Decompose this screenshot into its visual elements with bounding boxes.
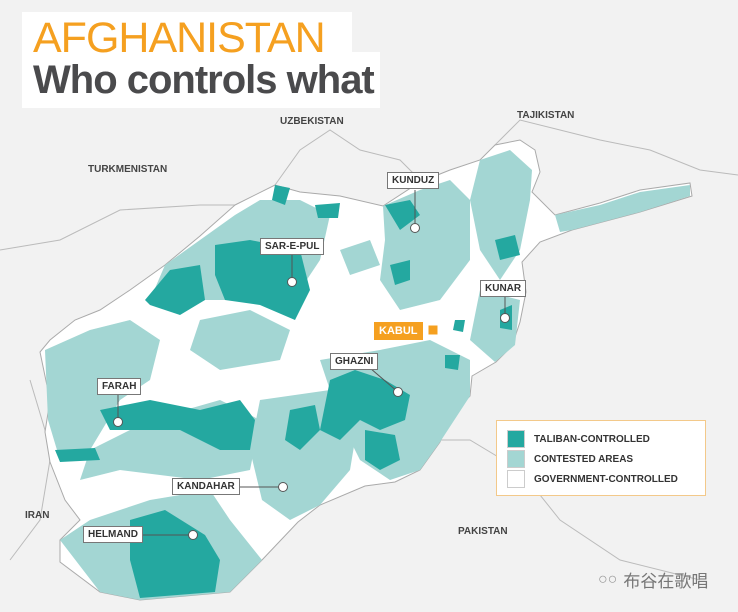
legend-item-government: GOVERNMENT-CONTROLLED — [507, 470, 678, 488]
kabul-marker — [428, 325, 438, 335]
watermark-text: 布谷在歌唱 — [623, 572, 709, 591]
legend-swatch — [507, 430, 525, 448]
ghazni-marker — [393, 387, 403, 397]
helmand-marker — [188, 530, 198, 540]
country-label-tajikistan: TAJIKISTAN — [517, 110, 575, 121]
kunar-marker — [500, 313, 510, 323]
kunduz-marker — [410, 223, 420, 233]
legend-swatch — [507, 470, 525, 488]
watermark: ○○ 布谷在歌唱 — [598, 567, 708, 592]
legend-item-taliban: TALIBAN-CONTROLLED — [507, 430, 650, 448]
legend-label: GOVERNMENT-CONTROLLED — [534, 473, 678, 485]
map-subtitle: Who controls what — [33, 58, 375, 102]
country-label-iran: IRAN — [25, 510, 50, 521]
sar-e-pul-marker — [287, 277, 297, 287]
city-label-kunduz: KUNDUZ — [387, 172, 440, 189]
city-label-kandahar: KANDAHAR — [172, 478, 240, 495]
city-markers — [113, 223, 510, 540]
legend-item-contested: CONTESTED AREAS — [507, 450, 633, 468]
legend: TALIBAN-CONTROLLED CONTESTED AREAS GOVER… — [496, 420, 706, 496]
city-label-kunar: KUNAR — [480, 280, 527, 297]
city-label-ghazni: GHAZNI — [330, 353, 379, 370]
title-background — [22, 12, 352, 58]
legend-swatch — [507, 450, 525, 468]
farah-marker — [113, 417, 123, 427]
taliban-controlled-areas — [55, 185, 520, 598]
country-label-pakistan: PAKISTAN — [458, 526, 508, 537]
map-title: AFGHANISTAN — [33, 14, 326, 62]
city-label-helmand: HELMAND — [83, 526, 143, 543]
city-label-sar-e-pul: SAR-E-PUL — [260, 238, 325, 255]
legend-label: CONTESTED AREAS — [534, 453, 634, 465]
kandahar-marker — [278, 482, 288, 492]
country-label-uzbekistan: UZBEKISTAN — [280, 116, 344, 127]
legend-label: TALIBAN-CONTROLLED — [534, 433, 650, 445]
country-label-turkmenistan: TURKMENISTAN — [88, 164, 168, 175]
city-label-farah: FARAH — [97, 378, 142, 395]
wechat-icon: ○○ — [598, 570, 618, 588]
subtitle-background — [22, 52, 380, 108]
city-label-kabul: KABUL — [374, 322, 423, 340]
